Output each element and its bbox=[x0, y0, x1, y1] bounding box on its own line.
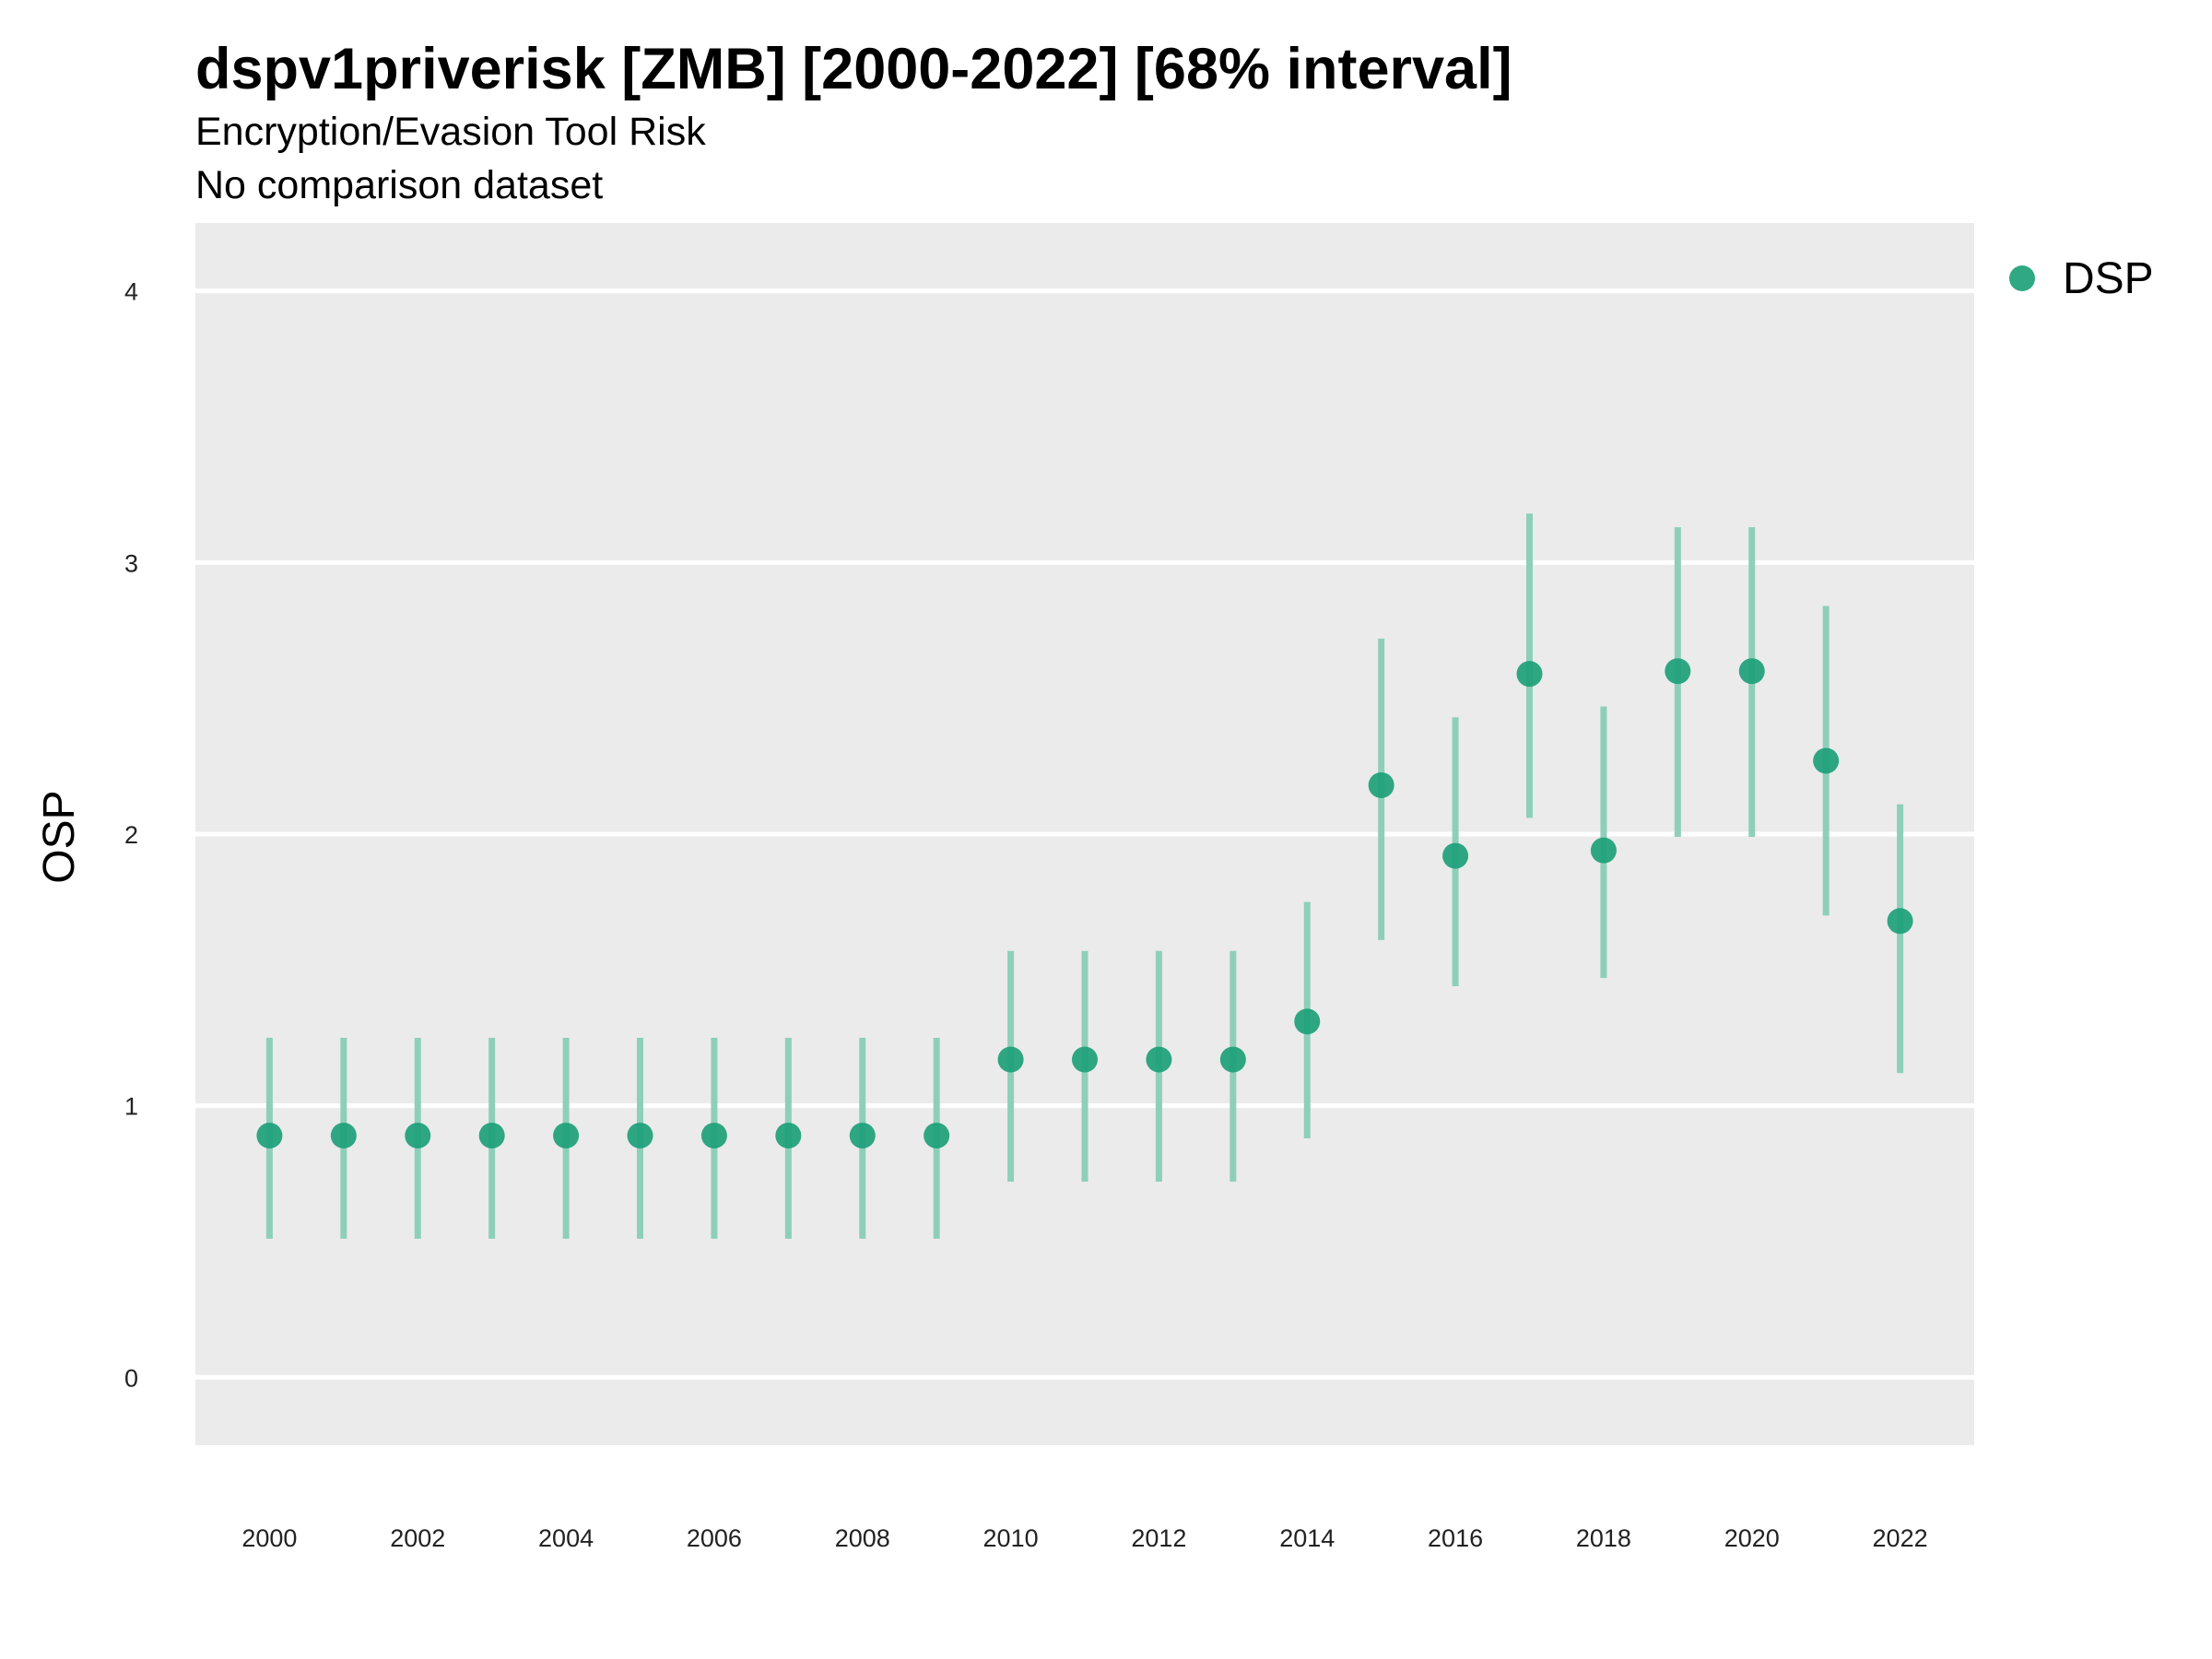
legend-label: DSP bbox=[2063, 254, 2154, 303]
y-axis-ticks: 0 1 2 3 4 bbox=[124, 278, 138, 1393]
x-axis-ticks: 2000 2002 2004 2006 2008 2010 2012 2014 2016 2018… bbox=[241, 1524, 1927, 1552]
data-point bbox=[1813, 747, 1840, 774]
y-tick-label: 4 bbox=[124, 278, 138, 306]
data-point bbox=[405, 1123, 431, 1149]
data-point bbox=[627, 1123, 653, 1149]
x-tick-label: 2004 bbox=[538, 1524, 594, 1552]
data-point bbox=[1665, 658, 1691, 685]
data-point bbox=[1072, 1046, 1098, 1073]
x-tick-label: 2010 bbox=[983, 1524, 1039, 1552]
y-tick-label: 3 bbox=[124, 549, 138, 577]
y-tick-label: 2 bbox=[124, 821, 138, 849]
data-point bbox=[553, 1123, 580, 1149]
data-point bbox=[924, 1123, 950, 1149]
x-tick-label: 2022 bbox=[1873, 1524, 1928, 1552]
legend: DSP bbox=[2009, 254, 2154, 303]
x-tick-label: 2008 bbox=[835, 1524, 890, 1552]
data-point bbox=[1738, 658, 1765, 685]
data-point bbox=[1887, 908, 1913, 935]
y-axis-label: OSP bbox=[35, 790, 84, 883]
data-points bbox=[256, 658, 1913, 1149]
data-point bbox=[775, 1123, 802, 1149]
data-point bbox=[330, 1123, 357, 1149]
x-tick-label: 2012 bbox=[1131, 1524, 1186, 1552]
data-point bbox=[1219, 1046, 1246, 1073]
chart-title: dspv1priverisk [ZMB] [2000-2022] [68% in… bbox=[195, 37, 1512, 101]
x-tick-label: 2006 bbox=[687, 1524, 742, 1552]
data-point bbox=[1516, 661, 1543, 688]
data-point bbox=[849, 1123, 876, 1149]
chart-subtitle: Encryption/Evasion Tool Risk bbox=[195, 110, 706, 154]
y-tick-label: 0 bbox=[124, 1364, 138, 1392]
legend-marker bbox=[2009, 265, 2035, 291]
x-tick-label: 2014 bbox=[1279, 1524, 1335, 1552]
data-point bbox=[1590, 837, 1617, 864]
data-point bbox=[997, 1046, 1024, 1073]
x-tick-label: 2002 bbox=[390, 1524, 445, 1552]
data-point bbox=[1368, 771, 1394, 798]
x-tick-label: 2020 bbox=[1724, 1524, 1780, 1552]
data-point bbox=[700, 1123, 727, 1149]
data-point bbox=[1294, 1008, 1321, 1035]
chart-subtitle-comparison: No comparison dataset bbox=[195, 163, 603, 207]
data-point bbox=[1442, 842, 1469, 869]
data-point bbox=[1146, 1046, 1172, 1073]
y-tick-label: 1 bbox=[124, 1093, 138, 1121]
data-point bbox=[478, 1123, 505, 1149]
data-point bbox=[256, 1123, 283, 1149]
x-tick-label: 2016 bbox=[1428, 1524, 1483, 1552]
x-tick-label: 2018 bbox=[1576, 1524, 1631, 1552]
x-tick-label: 2000 bbox=[241, 1524, 297, 1552]
